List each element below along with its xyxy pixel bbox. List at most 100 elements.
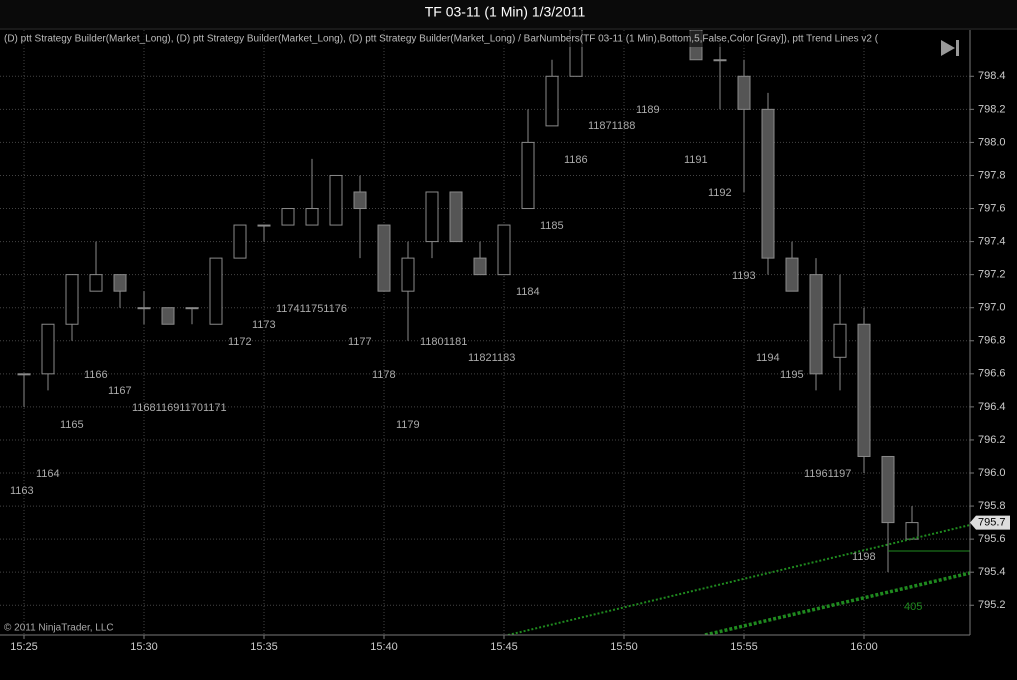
candle-body [521,141,535,210]
bar-number: 1178 [372,369,396,381]
title-bar [0,0,1017,28]
bar-number: 1193 [732,270,756,282]
bar-number: 1177 [348,336,372,348]
y-tick-label: 798.2 [978,103,1006,115]
grid [0,30,970,635]
x-tick-label: 15:55 [730,641,758,653]
copyright: © 2011 NinjaTrader, LLC [4,623,114,634]
bar-number: 1164 [36,468,60,480]
bar-number: 1194 [756,352,780,364]
y-tick-label: 796.0 [978,467,1006,479]
y-tick-label: 797.8 [978,169,1006,181]
candle-body [545,75,559,127]
y-tick-label: 796.8 [978,335,1006,347]
candle-body [209,257,223,325]
trend-line [507,524,970,635]
x-tick-label: 15:40 [370,641,398,653]
bar-number: 1165 [60,419,84,431]
y-tick-label: 795.6 [978,533,1006,545]
bar-number: 1192 [708,187,732,199]
candles [17,30,919,573]
y-tick-label: 795.8 [978,500,1006,512]
candle-body [257,224,271,227]
bar-number: 117411751176 [276,303,347,315]
trend-lines [507,524,970,635]
candle-body [713,59,727,62]
candle-body [425,191,439,243]
bar-number: 11961197 [804,468,851,480]
bar-number: 405 [904,601,922,613]
x-tick-label: 15:25 [10,641,38,653]
y-tick-label: 796.6 [978,368,1006,380]
candle-body [785,257,799,292]
play-icon [941,40,959,56]
bar-number: 1186 [564,154,588,166]
chart-title: TF 03-11 (1 Min) 1/3/2011 [425,4,586,20]
y-tick-label: 798.0 [978,136,1006,148]
bar-number: 1172 [228,336,252,348]
bar-number: 1167 [108,385,132,397]
y-tick-label: 796.4 [978,401,1006,413]
y-tick-label: 797.0 [978,302,1006,314]
play-bar [956,40,959,56]
bar-number: 1198 [852,551,876,563]
y-tick-label: 798.4 [978,70,1006,82]
candle-body [113,274,127,292]
y-tick-label: 795.4 [978,566,1006,578]
axes: 795.2 795.4 795.6 795.8 796.0 796.2 796.4 796.6… [10,70,1010,653]
bar-number: 1168116911701171 [132,402,227,414]
candle-body [449,191,463,243]
y-tick-label: 797.6 [978,202,1006,214]
indicator-header: (D) ptt Strategy Builder(Market_Long), (… [4,34,879,45]
candle-body [281,208,295,226]
candle-body [881,455,895,524]
bar-number: 11821183 [468,352,515,364]
y-tick-label: 795.2 [978,599,1006,611]
candle-body [905,522,919,540]
x-tick-label: 15:35 [250,641,278,653]
x-tick-label: 15:45 [490,641,518,653]
candle-body [377,224,391,292]
bar-number: 1184 [516,286,540,298]
candle-body [89,274,103,292]
candle-body [137,307,151,310]
price-marker-label: 795.7 [978,517,1006,529]
bar-number: 1195 [780,369,804,381]
candle-body [329,174,343,226]
bar-number: 11801181 [420,336,467,348]
candle-body [41,323,55,375]
play-triangle [941,40,955,56]
candle-body [233,224,247,259]
header-strip [0,31,968,47]
candle-body [353,191,367,210]
bar-number: 1189 [636,104,660,116]
bar-number: 1163 [10,485,34,497]
y-tick-label: 797.2 [978,269,1006,281]
bar-number: 1179 [396,419,420,431]
candle-body [17,373,31,376]
candle-body [161,307,175,325]
bar-number: 1173 [252,319,276,331]
candle-body [761,108,775,259]
candle-body [857,323,871,457]
candle-body [833,323,847,358]
candle-body [401,257,415,292]
bar-number: 1166 [84,369,108,381]
candle-body [809,274,823,375]
candle-body [737,75,751,110]
y-tick-label: 796.2 [978,434,1006,446]
x-tick-label: 15:30 [130,641,158,653]
candle-body [65,274,79,325]
y-tick-label: 797.4 [978,235,1006,247]
candle-body [497,224,511,276]
x-tick-label: 16:00 [850,641,878,653]
candle-body [473,257,487,276]
candle-body [185,307,199,310]
bar-number: 11871188 [588,120,635,132]
trend-line [704,571,970,635]
bar-number: 1185 [540,220,564,232]
